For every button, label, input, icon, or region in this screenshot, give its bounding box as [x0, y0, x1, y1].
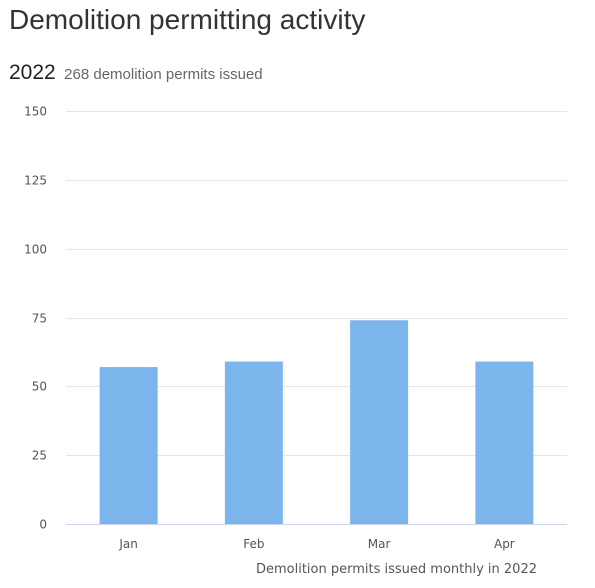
y-tick-label: 0 — [39, 518, 47, 532]
y-tick-label: 125 — [24, 174, 47, 188]
x-axis-title: Demolition permits issued monthly in 202… — [256, 562, 537, 577]
y-tick-label: 150 — [24, 105, 47, 119]
x-axis-ticks: Jan Feb Mar Apr — [118, 537, 514, 551]
y-tick-label: 100 — [24, 243, 47, 257]
x-tick-label: Mar — [368, 537, 391, 551]
page-title: Demolition permitting activity — [9, 4, 366, 35]
y-axis-ticks: 0 25 50 75 100 125 150 — [24, 105, 47, 532]
summary-year: 2022 — [9, 61, 56, 84]
summary-line: 2022 268 demolition permits issued — [9, 61, 263, 85]
y-tick-label: 25 — [32, 449, 47, 463]
x-tick-label: Jan — [118, 537, 138, 551]
y-tick-label: 50 — [32, 380, 47, 394]
bar-apr — [475, 361, 534, 524]
bar-feb — [224, 361, 283, 524]
bar-jan — [99, 367, 158, 524]
x-tick-label: Feb — [243, 537, 264, 551]
bars — [99, 320, 534, 524]
bar-mar — [350, 320, 409, 524]
x-tick-label: Apr — [494, 537, 515, 551]
y-tick-label: 75 — [32, 312, 47, 326]
summary-description: 268 demolition permits issued — [64, 66, 263, 83]
